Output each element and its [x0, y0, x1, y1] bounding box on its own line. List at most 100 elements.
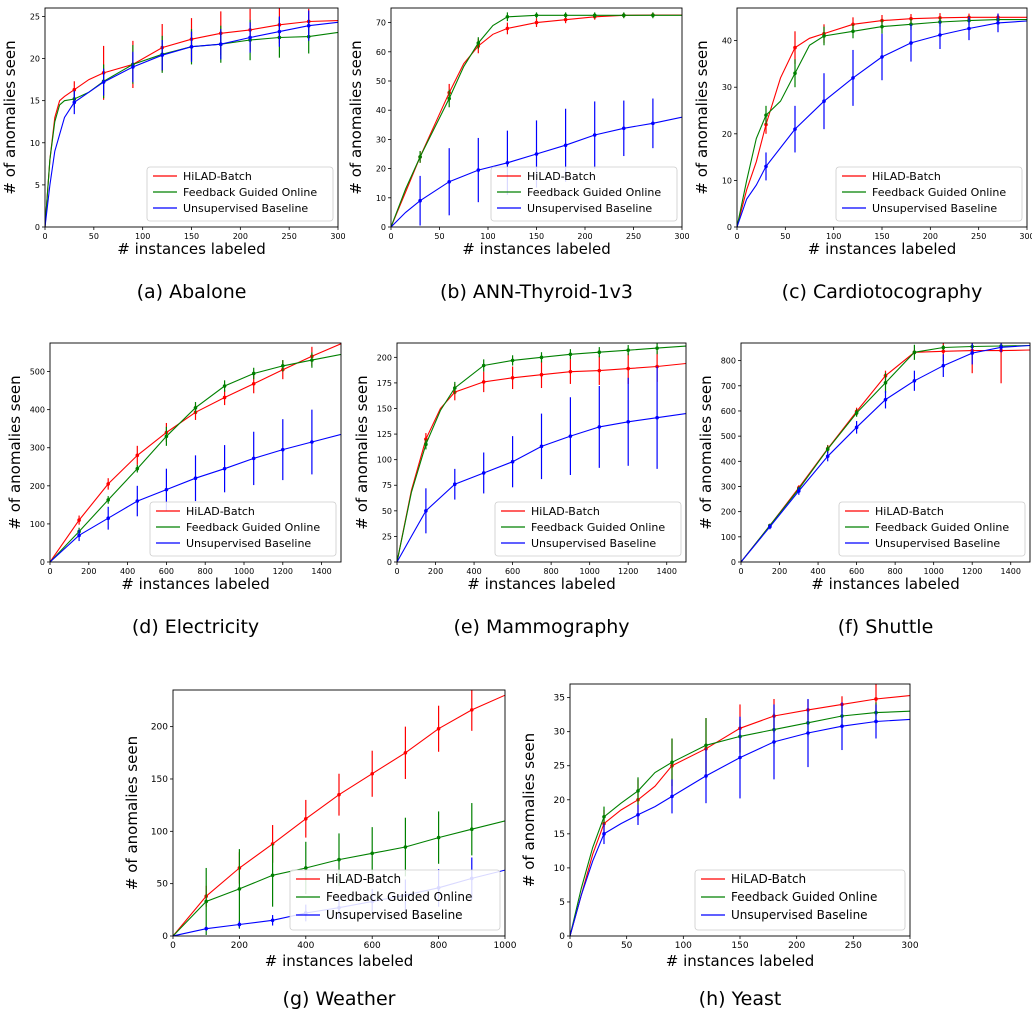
x-tick-label: 200: [577, 232, 592, 241]
y-tick-label: 700: [721, 382, 736, 391]
data-point: [568, 434, 573, 438]
series-line: [397, 413, 686, 562]
data-point: [568, 352, 573, 357]
x-tick-label: 800: [887, 567, 902, 576]
chart-2: 0 50 100 150 200 250 300 0 10 20 30 40 50 60 70 # insta…: [347, 7, 690, 303]
y-tick-label: 200: [721, 508, 736, 517]
chart-caption: (g) Weather: [283, 988, 396, 1010]
data-point: [304, 816, 308, 821]
x-tick-label: 200: [233, 232, 248, 241]
y-axis-label: # of anomalies seen: [520, 733, 538, 887]
data-point: [602, 815, 606, 819]
x-tick-label: 400: [810, 567, 825, 576]
x-tick-label: 800: [543, 567, 558, 576]
data-point: [874, 697, 878, 701]
x-tick-label: 100: [480, 232, 495, 241]
data-point: [106, 482, 110, 486]
data-point: [310, 358, 314, 362]
y-tick-label: 25: [382, 532, 392, 541]
x-axis-label: # instances labeled: [666, 952, 815, 970]
y-tick-label: 10: [376, 194, 386, 203]
y-tick-label: 0: [387, 558, 392, 567]
x-tick-label: 1400: [657, 567, 677, 576]
x-axis-label: # instances labeled: [808, 240, 957, 258]
chart-1: 0 50 100 150 200 250 300 0 5 10 15 20 25 # instances …: [1, 7, 346, 303]
data-point: [874, 719, 878, 724]
data-point: [592, 13, 597, 18]
data-point: [189, 44, 194, 49]
y-axis-label: # of anomalies seen: [6, 375, 24, 529]
data-point: [651, 13, 655, 18]
data-point: [237, 887, 242, 891]
data-point: [941, 349, 946, 354]
plot-area: [391, 12, 682, 227]
x-tick-label: 1000: [923, 567, 943, 576]
data-point: [337, 792, 341, 797]
x-tick-label: 600: [849, 567, 864, 576]
data-point: [670, 760, 674, 765]
y-axis-label: # of anomalies seen: [123, 736, 141, 890]
x-tick-label: 50: [780, 232, 790, 241]
x-tick-label: 1200: [962, 567, 982, 576]
data-point: [999, 345, 1003, 350]
x-tick-label: 200: [772, 567, 787, 576]
x-tick-label: 400: [466, 567, 481, 576]
x-tick-label: 0: [170, 941, 176, 951]
data-point: [912, 350, 917, 355]
data-point: [481, 363, 486, 368]
data-point: [851, 29, 855, 34]
x-tick-label: 0: [388, 232, 393, 241]
chart-6: 0 200 400 600 800 1000 1200 1400 0 100 200 300 400 50…: [697, 342, 1031, 638]
x-tick-label: 50: [89, 232, 99, 241]
y-tick-label: 500: [721, 432, 736, 441]
legend-label: Unsupervised Baseline: [875, 537, 1000, 550]
data-point: [481, 380, 486, 384]
data-point: [424, 509, 428, 513]
chart-caption: (f) Shuttle: [838, 616, 934, 638]
data-point: [941, 345, 946, 350]
data-point: [967, 26, 971, 31]
data-point: [938, 33, 942, 37]
y-tick-label: 150: [377, 404, 392, 413]
y-axis-label: # of anomalies seen: [353, 375, 371, 529]
y-axis-label: # of anomalies seen: [347, 40, 365, 194]
data-point: [277, 29, 282, 34]
x-tick-label: 600: [505, 567, 520, 576]
plot-frame: [44, 7, 339, 228]
data-point: [568, 369, 573, 374]
data-point: [840, 724, 844, 729]
chart-caption: (a) Abalone: [137, 281, 247, 303]
legend: HiLAD-Batch Feedback Guided Online Unsuper…: [694, 869, 906, 931]
y-axis-label: # of anomalies seen: [693, 40, 711, 194]
data-point: [476, 41, 481, 45]
legend-label: Unsupervised Baseline: [186, 537, 311, 550]
x-tick-label: 100: [675, 941, 692, 951]
data-point: [237, 922, 242, 927]
y-tick-label: 20: [30, 55, 40, 64]
y-tick-label: 50: [157, 880, 169, 890]
x-tick-label: 200: [231, 941, 248, 951]
legend-label: Feedback Guided Online: [872, 186, 1006, 199]
legend-box: [835, 166, 1023, 222]
x-axis-label: # instances labeled: [811, 575, 960, 593]
data-point: [204, 899, 208, 904]
data-point: [510, 459, 515, 464]
data-point: [403, 845, 408, 849]
y-tick-label: 300: [721, 482, 736, 491]
data-point: [880, 24, 884, 29]
x-tick-label: 400: [120, 567, 135, 576]
series-line: [45, 20, 338, 227]
x-tick-label: 300: [1019, 232, 1032, 241]
plot-area: [741, 343, 1030, 562]
plot-frame: [736, 7, 1028, 228]
data-point: [822, 99, 826, 103]
chart-caption: (e) Mammography: [453, 616, 629, 638]
y-tick-label: 200: [30, 482, 45, 491]
chart-caption: (b) ANN-Thyroid-1v3: [440, 281, 633, 303]
plot-frame: [49, 342, 342, 563]
y-tick-label: 20: [722, 130, 732, 139]
data-point: [597, 350, 602, 355]
y-tick-label: 10: [722, 176, 732, 185]
chart-caption: (h) Yeast: [699, 988, 782, 1010]
x-axis-label: # instances labeled: [117, 240, 266, 258]
